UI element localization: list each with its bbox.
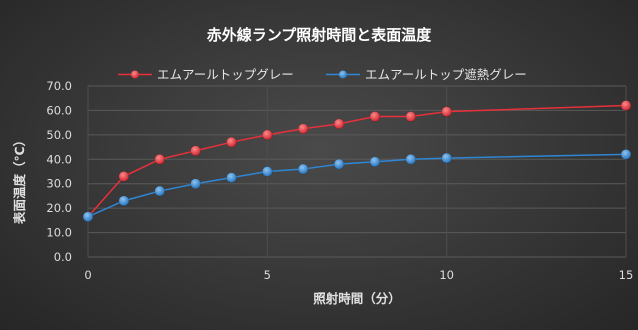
data-point-series-2 xyxy=(154,185,165,197)
x-tick-label: 10 xyxy=(439,268,454,282)
legend-marker-series-2 xyxy=(339,70,347,79)
data-point-series-2 xyxy=(82,211,94,222)
data-point-series-2 xyxy=(333,158,345,170)
x-axis-label: 照射時間（分） xyxy=(313,291,401,306)
y-tick-label: 0.0 xyxy=(54,250,72,264)
data-point-series-1 xyxy=(405,111,417,122)
y-tick-label: 50.0 xyxy=(46,128,72,142)
data-point-series-1 xyxy=(441,106,452,117)
data-point-series-1 xyxy=(154,154,165,165)
legend-marker-series-1 xyxy=(131,70,139,79)
series-line-1 xyxy=(87,104,627,218)
x-tick-label: 15 xyxy=(619,268,634,282)
data-point-series-1 xyxy=(226,136,237,148)
data-point-series-1 xyxy=(333,118,345,130)
gridlines xyxy=(87,85,627,258)
data-point-series-1 xyxy=(190,145,201,156)
y-tick-label: 20.0 xyxy=(46,201,72,215)
data-point-series-1 xyxy=(262,129,273,141)
data-point-series-2 xyxy=(226,172,237,183)
data-point-series-2 xyxy=(441,152,452,164)
series-line-2 xyxy=(87,153,627,218)
y-tick-label: 10.0 xyxy=(46,226,72,240)
y-axis-label: 表面温度（℃） xyxy=(12,134,27,225)
data-point-series-2 xyxy=(190,178,201,189)
y-tick-label: 40.0 xyxy=(46,152,72,166)
x-axis-ticks: 0 5 10 15 xyxy=(84,268,633,282)
series-layer xyxy=(82,100,632,222)
data-point-series-2 xyxy=(405,154,417,165)
legend-item-series-2: エムアールトップ遮熱グレー xyxy=(326,67,527,82)
data-point-series-2 xyxy=(369,156,381,167)
data-point-series-1 xyxy=(297,123,309,134)
data-point-series-2 xyxy=(297,163,309,175)
y-tick-label: 70.0 xyxy=(46,79,72,93)
x-tick-label: 5 xyxy=(264,268,271,282)
data-point-series-1 xyxy=(369,111,381,122)
series-2 xyxy=(82,149,632,222)
y-tick-label: 60.0 xyxy=(46,103,72,117)
data-point-series-2 xyxy=(118,195,130,207)
data-point-series-2 xyxy=(262,166,273,177)
legend: エムアールトップグレー エムアールトップ遮熱グレー xyxy=(118,67,527,82)
legend-item-series-1: エムアールトップグレー xyxy=(118,67,294,82)
x-tick-label: 0 xyxy=(84,268,91,282)
data-point-series-1 xyxy=(620,100,632,111)
legend-label-series-2: エムアールトップ遮熱グレー xyxy=(365,67,527,82)
legend-label-series-1: エムアールトップグレー xyxy=(157,67,294,82)
y-axis-ticks: 0.0 10.0 20.0 30.0 40.0 50.0 60.0 70.0 xyxy=(46,79,72,264)
data-point-series-1 xyxy=(118,171,130,182)
y-tick-label: 30.0 xyxy=(46,177,72,191)
series-1 xyxy=(82,100,632,222)
chart-title: 赤外線ランプ照射時間と表面温度 xyxy=(207,26,433,44)
data-point-series-2 xyxy=(620,149,632,160)
